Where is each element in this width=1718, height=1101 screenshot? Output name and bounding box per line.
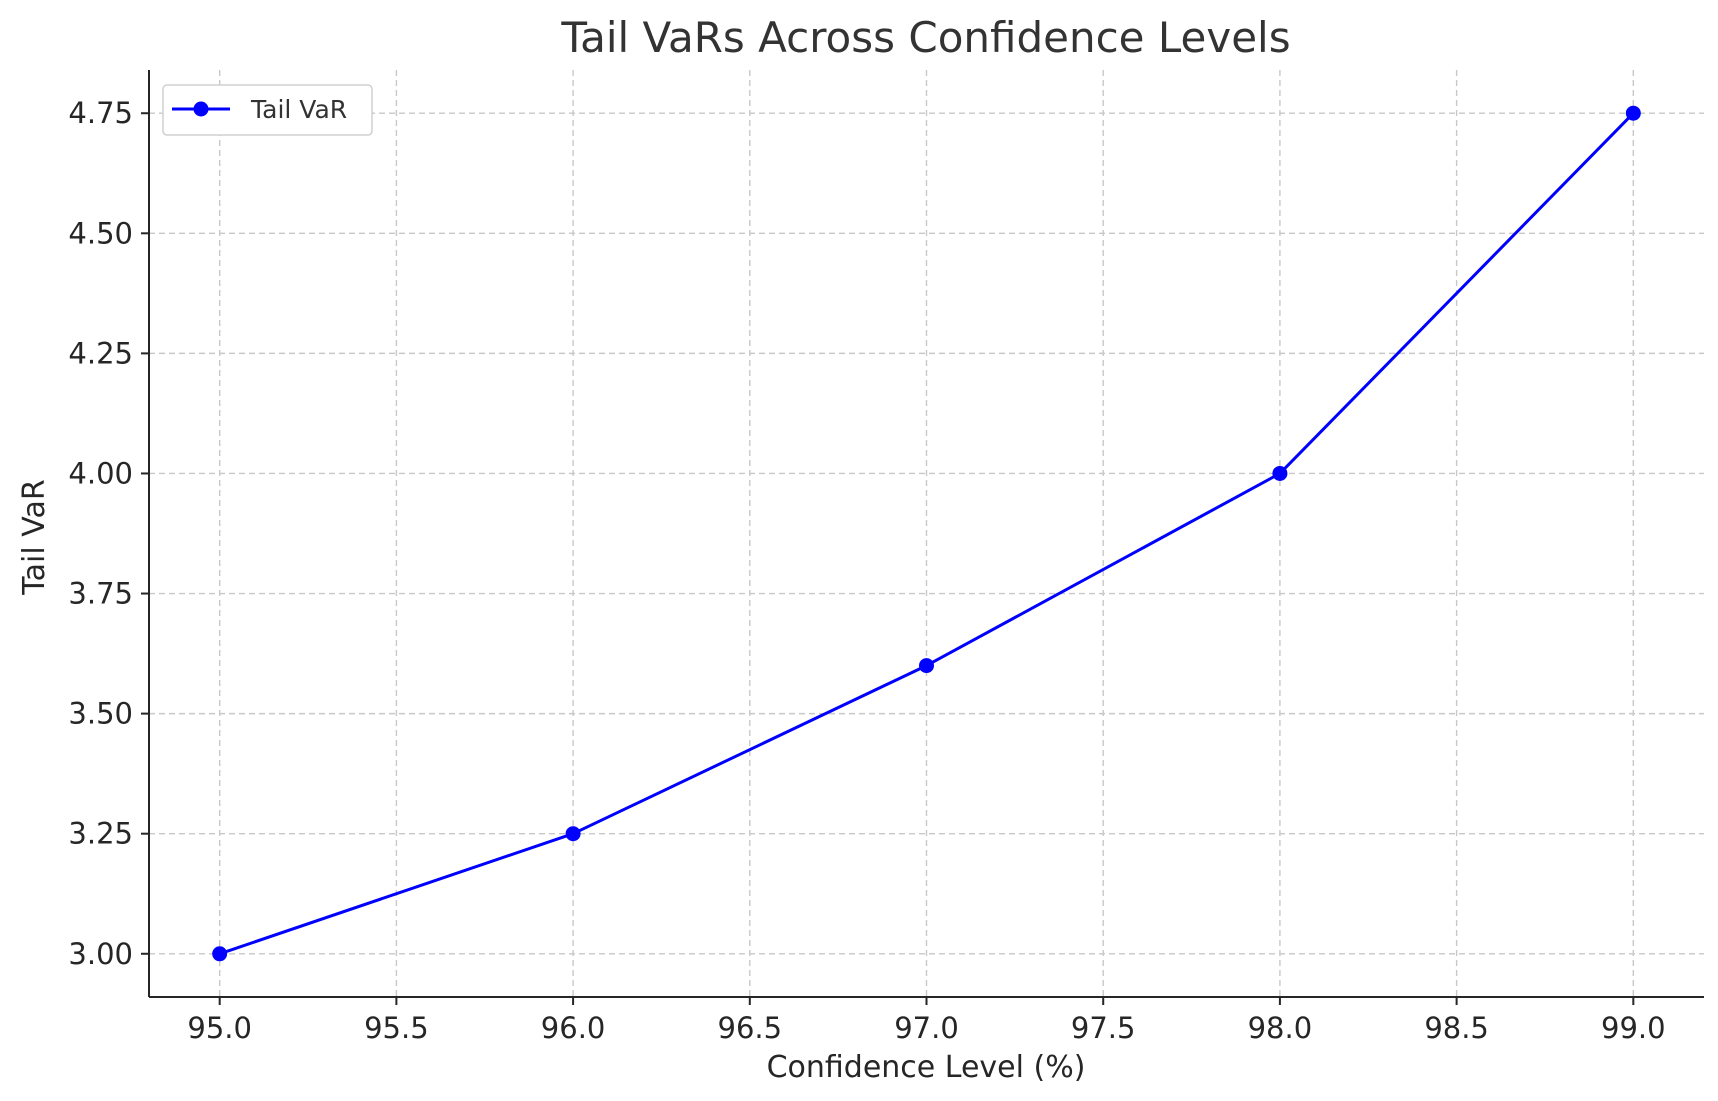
x-tick-label: 98.5	[1424, 1011, 1489, 1045]
x-tick-label: 95.0	[187, 1011, 252, 1045]
data-point	[919, 658, 934, 674]
y-axis-label: Tail VaR	[17, 479, 52, 595]
x-tick-label: 96.5	[718, 1011, 783, 1045]
y-tick-label: 4.25	[68, 336, 133, 370]
y-tick-label: 4.00	[68, 456, 133, 490]
legend-entry-label: Tail VaR	[250, 95, 347, 124]
data-point	[565, 826, 581, 842]
y-tick-label: 3.75	[68, 577, 133, 611]
legend: Tail VaR	[162, 84, 373, 136]
legend-marker-swatch	[193, 101, 209, 117]
x-tick-label: 98.0	[1248, 1011, 1313, 1045]
x-tick-label: 96.0	[541, 1011, 606, 1045]
data-point	[212, 946, 228, 962]
series-layer	[212, 105, 1641, 962]
y-tick-label: 4.50	[68, 216, 133, 250]
x-tick-label: 97.0	[894, 1011, 959, 1045]
y-tick-label: 4.75	[68, 96, 133, 130]
legend-frame	[162, 84, 373, 136]
y-tick-label: 3.00	[68, 937, 133, 971]
y-axis-ticks: 3.00 3.25 3.50 3.75 4.00 4.25 4.50 4.75	[68, 96, 149, 971]
y-tick-label: 3.25	[68, 817, 133, 851]
x-axis-ticks: 95.0 95.5 96.0 96.5 97.0 97.5 98.0 98.5 99.0	[187, 997, 1666, 1045]
x-tick-label: 99.0	[1601, 1011, 1666, 1045]
y-tick-label: 3.50	[68, 697, 133, 731]
x-tick-label: 97.5	[1071, 1011, 1136, 1045]
x-axis-label: Confidence Level (%)	[767, 1050, 1086, 1085]
data-point	[1272, 465, 1288, 481]
chart-title: Tail VaRs Across Confidence Levels	[560, 13, 1290, 62]
x-tick-label: 95.5	[364, 1011, 429, 1045]
grid	[149, 70, 1704, 997]
data-point	[1625, 105, 1641, 121]
